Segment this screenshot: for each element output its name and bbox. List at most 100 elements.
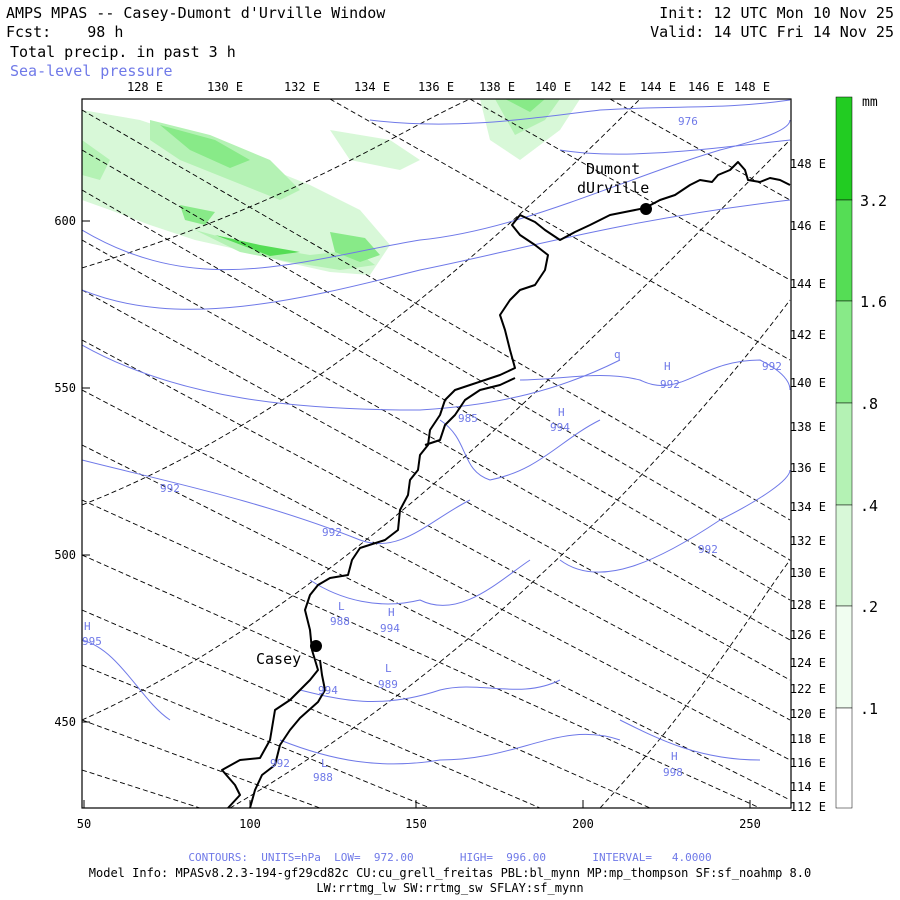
field-name: Total precip. in past 3 h xyxy=(10,43,236,61)
casey-station-marker[interactable] xyxy=(310,640,322,652)
label-992: 992 xyxy=(698,543,718,556)
valid-time: Valid: 14 UTC Fri 14 Nov 25 xyxy=(650,23,894,41)
colorbar-swatch-0.4 xyxy=(835,402,853,506)
colorbar-label: .8 xyxy=(860,395,878,413)
top-lon-label: 130 E xyxy=(207,80,243,94)
map-area: 976 H 992 q 992 H 994 985 992 992 992 L … xyxy=(82,99,791,808)
model-info-line-2: LW:rrtmg_lw SW:rrtmg_sw SFLAY:sf_mynn xyxy=(316,881,584,895)
durville-label: dUrville xyxy=(577,179,649,197)
top-lon-label: 134 E xyxy=(354,80,390,94)
colorbar-label: 1.6 xyxy=(860,293,887,311)
label-992: 992 xyxy=(660,378,680,391)
top-lon-label: 146 E xyxy=(688,80,724,94)
right-lon-label: 114 E xyxy=(790,780,826,794)
right-lon-label: 136 E xyxy=(790,461,826,475)
label-high: H xyxy=(84,620,91,633)
label-995: 995 xyxy=(82,635,102,648)
label-992: 992 xyxy=(270,757,290,770)
colorbar-swatch-0.1 xyxy=(835,605,853,709)
label-low: L xyxy=(321,757,328,770)
colorbar-swatch-below-0.1 xyxy=(835,707,853,809)
colorbar: mm 3.2 1.6 .8 .4 .2 .1 xyxy=(835,95,887,809)
right-lon-label: 138 E xyxy=(790,420,826,434)
label-high: H xyxy=(558,406,565,419)
right-lon-label: 122 E xyxy=(790,682,826,696)
right-lon-label: 112 E xyxy=(790,800,826,814)
right-lon-label: 142 E xyxy=(790,328,826,342)
top-lon-label: 136 E xyxy=(418,80,454,94)
right-lon-label: 132 E xyxy=(790,534,826,548)
bottom-axis: 50 100 150 200 250 xyxy=(77,800,761,831)
right-lon-label: 144 E xyxy=(790,277,826,291)
label-992: 992 xyxy=(322,526,342,539)
top-lon-label: 140 E xyxy=(535,80,571,94)
init-time: Init: 12 UTC Mon 10 Nov 25 xyxy=(659,4,894,22)
colorbar-swatch-3.2plus xyxy=(835,96,853,201)
label-992: 992 xyxy=(762,360,782,373)
casey-label: Casey xyxy=(256,650,301,668)
forecast-hour: Fcst: 98 h xyxy=(6,23,124,41)
bottom-axis-label: 250 xyxy=(739,817,761,831)
map-title: AMPS MPAS -- Casey-Dumont d'Urville Wind… xyxy=(6,4,386,22)
left-axis-label: 550 xyxy=(54,381,76,395)
colorbar-label: .4 xyxy=(860,497,878,515)
colorbar-label: 3.2 xyxy=(860,192,887,210)
colorbar-label: .2 xyxy=(860,598,878,616)
label-q: q xyxy=(614,348,621,361)
top-lon-label: 138 E xyxy=(479,80,515,94)
label-976: 976 xyxy=(678,115,698,128)
right-lon-label: 116 E xyxy=(790,756,826,770)
top-lon-label: 128 E xyxy=(127,80,163,94)
dumont-durville-station-marker[interactable] xyxy=(640,203,652,215)
label-989: 989 xyxy=(378,678,398,691)
coastline xyxy=(221,161,791,808)
top-lon-label: 142 E xyxy=(590,80,626,94)
pressure-contours xyxy=(82,99,791,765)
label-988: 988 xyxy=(313,771,333,784)
label-high: H xyxy=(671,750,678,763)
right-lon-label: 128 E xyxy=(790,598,826,612)
colorbar-unit: mm xyxy=(862,95,878,110)
colorbar-swatch-0.8 xyxy=(835,300,853,404)
left-axis-label: 450 xyxy=(54,715,76,729)
label-994: 994 xyxy=(380,622,400,635)
top-lon-label: 148 E xyxy=(734,80,770,94)
pressure-labels: 976 H 992 q 992 H 994 985 992 992 992 L … xyxy=(82,115,782,784)
top-lon-label: 132 E xyxy=(284,80,320,94)
right-lon-label: 148 E xyxy=(790,157,826,171)
label-988: 988 xyxy=(330,615,350,628)
graticule xyxy=(82,99,791,808)
label-998: 998 xyxy=(663,766,683,779)
colorbar-swatch-1.6 xyxy=(835,199,853,302)
colorbar-swatch-0.2 xyxy=(835,504,853,607)
right-lon-label: 134 E xyxy=(790,500,826,514)
bottom-axis-label: 200 xyxy=(572,817,594,831)
left-axis-label: 600 xyxy=(54,214,76,228)
right-lon-label: 146 E xyxy=(790,219,826,233)
label-992: 992 xyxy=(160,482,180,495)
right-lon-label: 140 E xyxy=(790,376,826,390)
label-high: H xyxy=(388,606,395,619)
model-info: Model Info: MPASv8.2.3-194-gf29cd82c CU:… xyxy=(88,866,812,880)
right-longitude-labels: 148 E 146 E 144 E 142 E 140 E 138 E 136 … xyxy=(790,157,826,814)
right-lon-label: 118 E xyxy=(790,732,826,746)
top-lon-label: 144 E xyxy=(640,80,676,94)
label-low: L xyxy=(338,600,345,613)
dumont-label: Dumont xyxy=(586,160,640,178)
precip-shading xyxy=(82,99,580,275)
bottom-axis-label: 50 xyxy=(77,817,91,831)
bottom-axis-label: 150 xyxy=(405,817,427,831)
left-axis: 600 550 500 450 xyxy=(54,214,90,729)
label-high: H xyxy=(664,360,671,373)
label-low: L xyxy=(385,662,392,675)
colorbar-label: .1 xyxy=(860,700,878,718)
right-lon-label: 120 E xyxy=(790,707,826,721)
label-994: 994 xyxy=(318,684,338,697)
map-frame xyxy=(81,98,792,809)
contour-info: CONTOURS: UNITS=hPa LOW= 972.00 HIGH= 99… xyxy=(188,851,712,864)
right-lon-label: 130 E xyxy=(790,566,826,580)
label-985: 985 xyxy=(458,412,478,425)
right-lon-label: 126 E xyxy=(790,628,826,642)
overlay-name: Sea-level pressure xyxy=(10,62,173,80)
